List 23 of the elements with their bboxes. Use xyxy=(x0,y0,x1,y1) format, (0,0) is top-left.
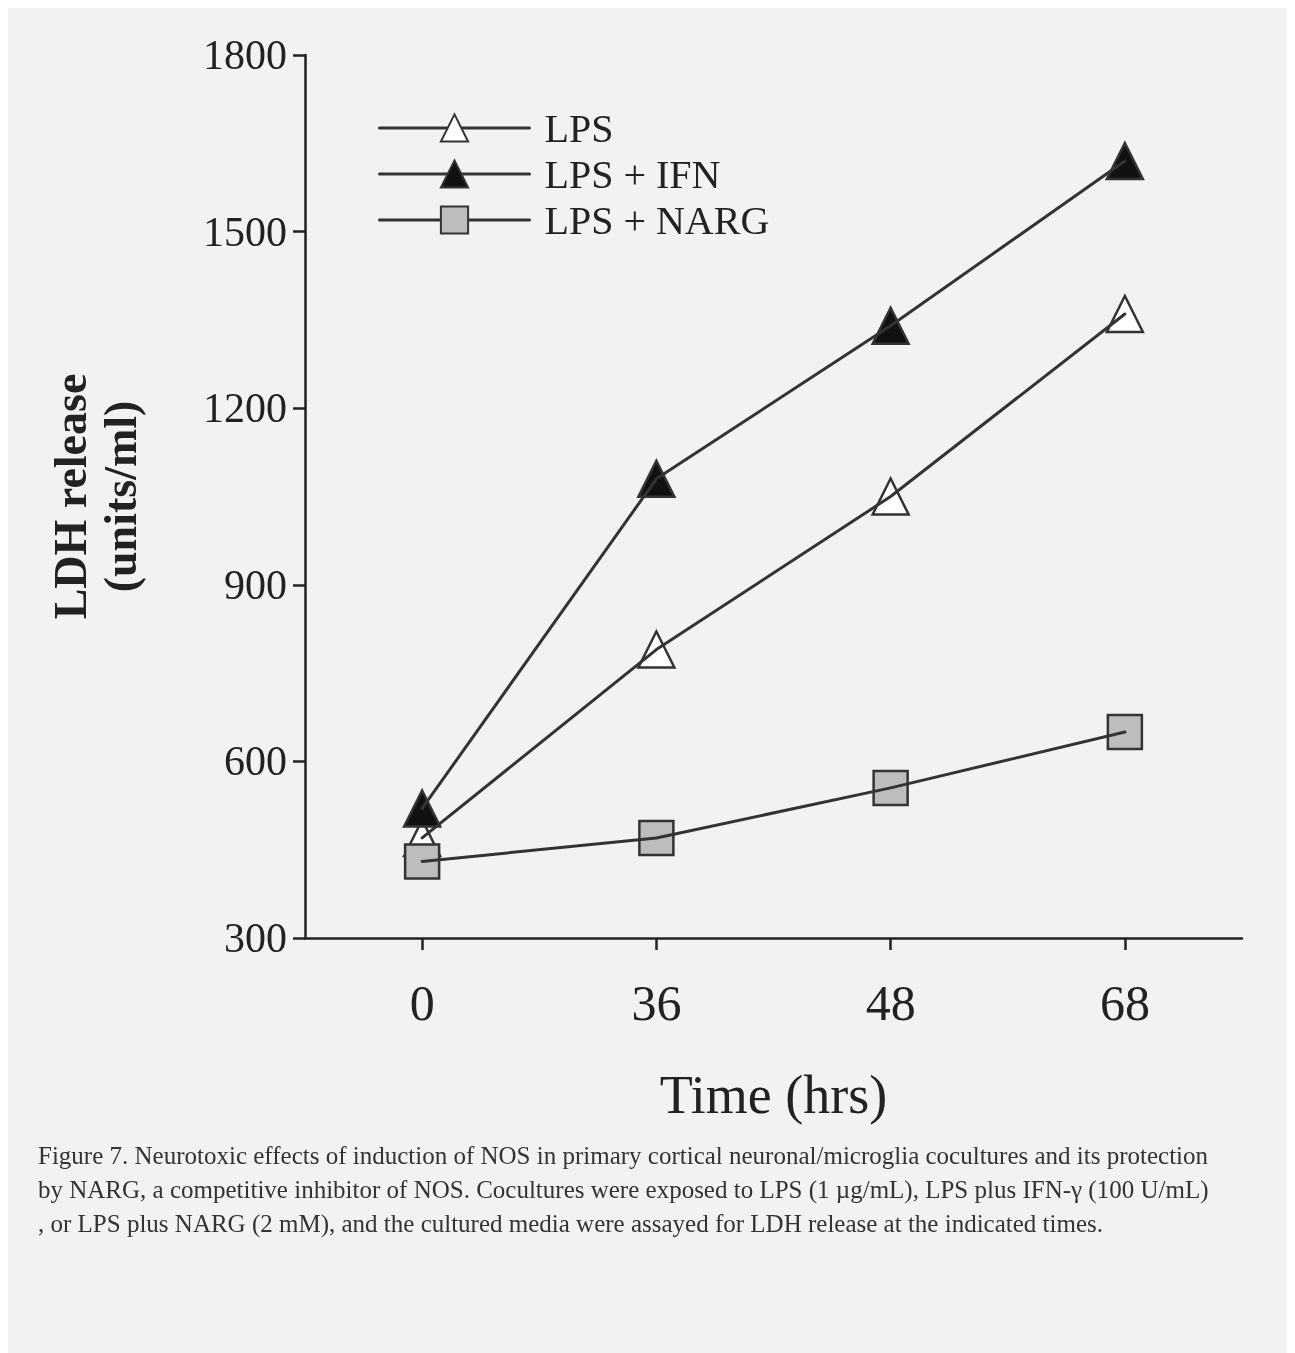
point xyxy=(403,843,441,880)
y-tick-label: 600 xyxy=(224,738,287,785)
y-tick-label: 900 xyxy=(224,561,287,608)
point xyxy=(872,769,909,807)
point xyxy=(1105,141,1145,181)
legend-label: LPS + NARG xyxy=(544,197,770,243)
point xyxy=(402,789,442,828)
point xyxy=(1106,713,1144,751)
x-tick-label: 68 xyxy=(1099,975,1150,1031)
y-tick-label: 1500 xyxy=(203,208,287,255)
y-tick-label: 1800 xyxy=(203,32,287,78)
point xyxy=(638,819,675,857)
legend-label: LPS xyxy=(544,105,614,151)
y-tick-label: 300 xyxy=(224,915,287,961)
x-tick-label: 36 xyxy=(631,975,682,1031)
y-axis-title: LDH release (units/ml) xyxy=(44,373,146,620)
y-tick-label: 1200 xyxy=(203,385,287,432)
x-tick-label: 48 xyxy=(865,975,916,1031)
x-tick-label: 0 xyxy=(409,975,435,1031)
x-axis-title: Time (hrs) xyxy=(659,1065,888,1125)
caption: Figure 7. Neurotoxic effects of induction of NOS in primary cortical neuronal/microglia cocultures and its protection by NARG, a competitive inhibitor of NOS. Cocultures were exposed to LPS (1 µg/mL), LPS plus IFN-γ (100 U/mL), or LPS plus NARG (2 mM), and the cultured media were assayed for LDH release at the indicated times. xyxy=(38,1141,1215,1238)
point xyxy=(1105,294,1145,334)
legend-label: LPS + IFN xyxy=(544,151,721,197)
